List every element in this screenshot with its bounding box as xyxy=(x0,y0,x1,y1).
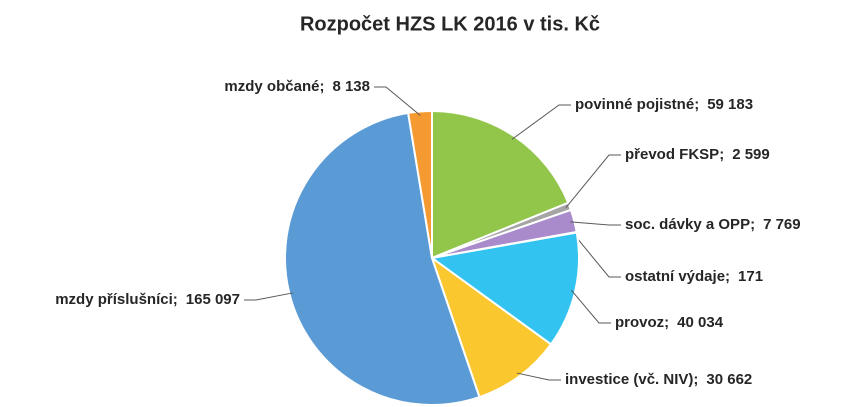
label-value: 7 769 xyxy=(763,216,801,233)
label-separator: ; xyxy=(319,78,324,95)
label-value: 2 599 xyxy=(732,146,770,163)
data-label: převod FKSP; 2 599 xyxy=(625,146,770,163)
label-name: soc. dávky a OPP xyxy=(625,216,750,233)
label-value: 165 097 xyxy=(186,291,240,308)
label-value: 59 183 xyxy=(707,96,753,113)
label-separator: ; xyxy=(725,268,730,285)
pie-slice xyxy=(429,231,580,346)
label-value: 8 138 xyxy=(332,78,370,95)
label-name: ostatní výdaje xyxy=(625,268,725,285)
pie-slice xyxy=(431,109,570,260)
label-name: provoz xyxy=(615,314,664,331)
leader-line xyxy=(244,292,294,301)
label-value: 171 xyxy=(738,268,763,285)
label-separator: ; xyxy=(173,291,178,308)
leader-line xyxy=(516,372,561,381)
label-separator: ; xyxy=(693,371,698,388)
label-separator: ; xyxy=(664,314,669,331)
data-label: provoz; 40 034 xyxy=(615,314,724,331)
chart-title: Rozpočet HZS LK 2016 v tis. Kč xyxy=(300,13,600,35)
data-label: mzdy občané; 8 138 xyxy=(224,78,370,95)
label-name: investice (vč. NIV) xyxy=(565,371,693,388)
pie-slice xyxy=(430,255,553,399)
leader-line xyxy=(374,86,421,116)
data-label: ostatní výdaje; 171 xyxy=(625,268,763,285)
label-name: mzdy občané xyxy=(224,78,319,95)
label-name: povinné pojistné xyxy=(575,96,694,113)
label-separator: ; xyxy=(719,146,724,163)
data-label: povinné pojistné; 59 183 xyxy=(575,96,753,113)
data-label: investice (vč. NIV); 30 662 xyxy=(565,371,752,388)
leader-line xyxy=(565,154,621,209)
label-separator: ; xyxy=(750,216,755,233)
leader-line xyxy=(570,221,621,226)
label-name: převod FKSP xyxy=(625,146,719,163)
label-name: mzdy příslušníci xyxy=(55,291,173,308)
leader-line xyxy=(511,104,571,140)
data-label: mzdy příslušníci; 165 097 xyxy=(55,291,240,308)
leader-line xyxy=(572,232,621,278)
leader-line xyxy=(570,289,611,324)
label-value: 30 662 xyxy=(706,371,752,388)
pie-slice xyxy=(406,109,433,259)
label-separator: ; xyxy=(694,96,699,113)
label-value: 40 034 xyxy=(677,314,724,331)
data-label: soc. dávky a OPP; 7 769 xyxy=(625,216,801,233)
